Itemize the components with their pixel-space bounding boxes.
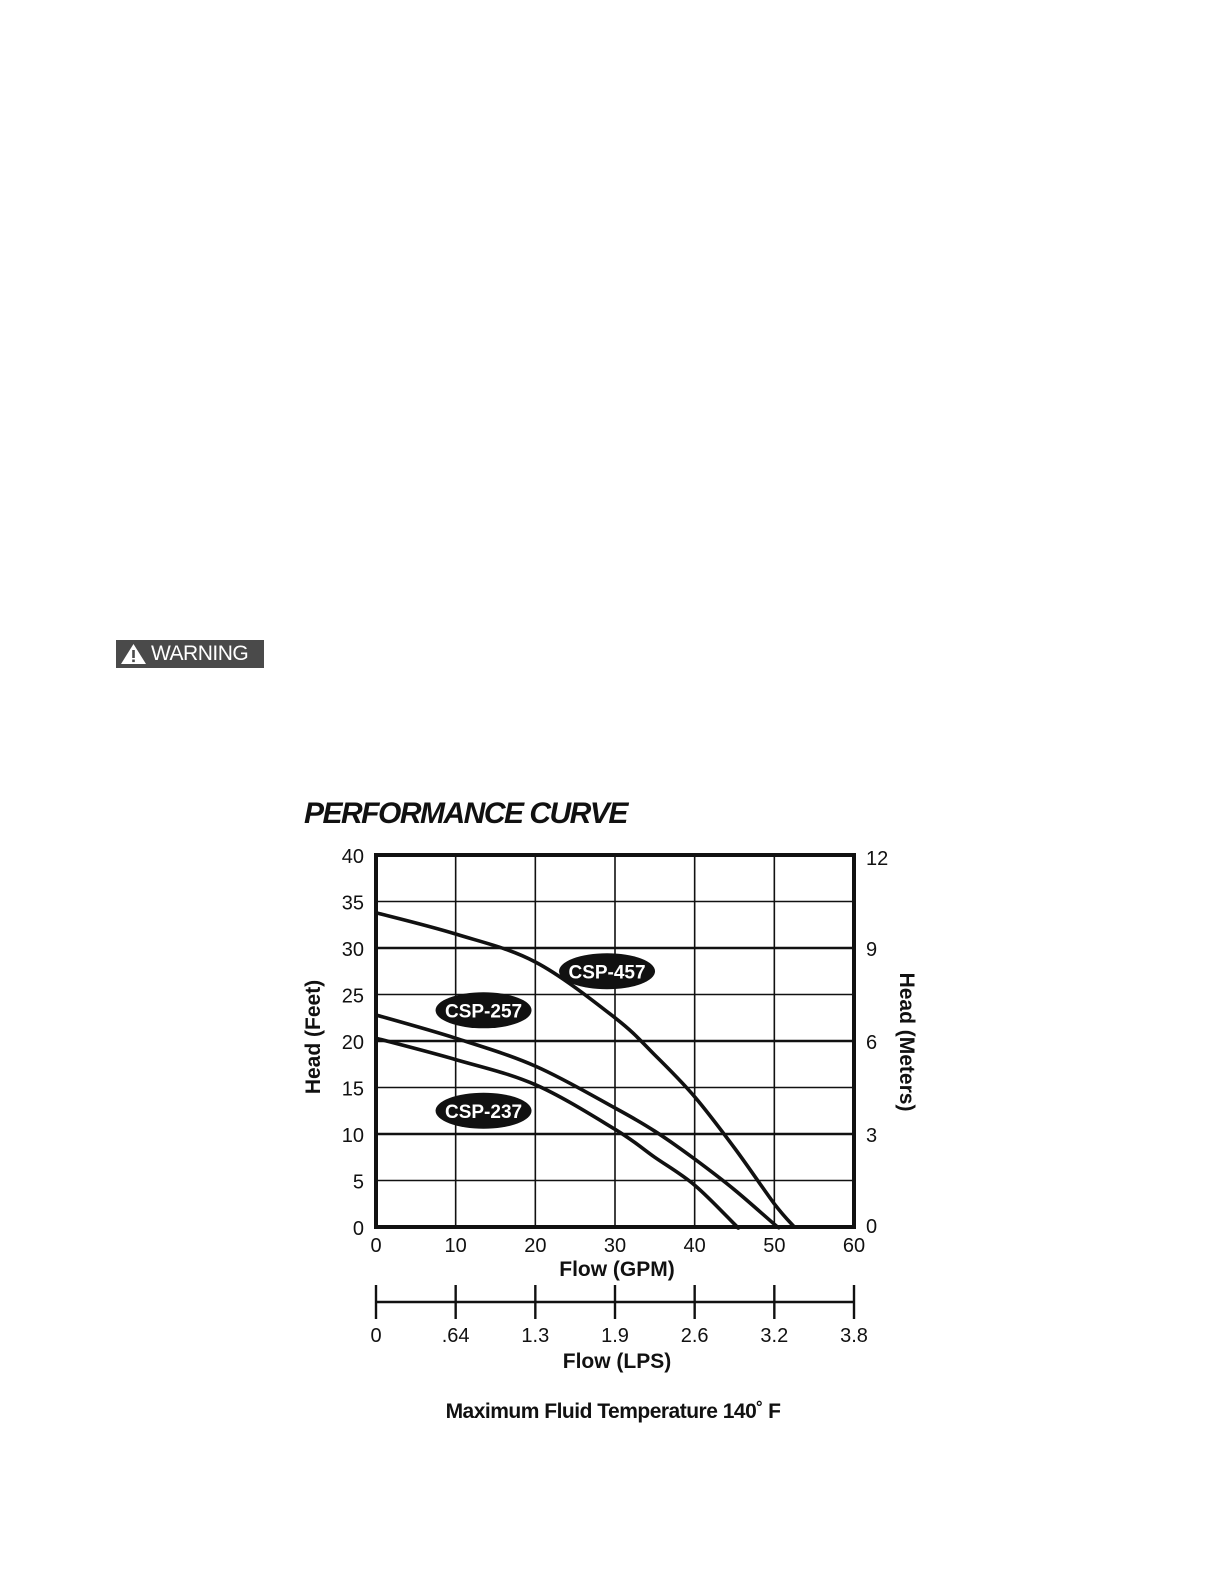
y2-tick-label: 9	[866, 939, 877, 961]
grid-layer	[375, 853, 855, 1229]
x-tick-label: 30	[604, 1235, 626, 1257]
x-tick-label: 0	[370, 1235, 381, 1257]
y2-tick-label: 12	[866, 848, 888, 870]
x-axis-label: Flow (GPM)	[559, 1258, 674, 1281]
series-line-csp-257	[374, 1013, 781, 1230]
series-label-oval-csp-237	[435, 1092, 532, 1129]
y2-tick-label: 3	[866, 1125, 877, 1147]
x-tick-label: 50	[763, 1235, 785, 1257]
y-tick-label: 25	[342, 986, 364, 1008]
warning-triangle-icon	[121, 644, 146, 664]
chart-footnote: Maximum Fluid Temperature 140˚ F	[446, 1400, 782, 1423]
y-axis-label: Head (Feet)	[302, 980, 325, 1094]
y-tick-label: 40	[342, 846, 364, 868]
y2-tick-labels: 0 3 6 9 12	[866, 848, 888, 1238]
lps-tick-label: 1.9	[601, 1325, 629, 1347]
x-tick-label: 40	[684, 1235, 706, 1257]
lps-tick-label: .64	[442, 1325, 470, 1347]
lps-tick-label: 0	[370, 1325, 381, 1347]
y2-tick-label: 6	[866, 1032, 877, 1054]
y-tick-label: 10	[342, 1125, 364, 1147]
lps-tick-label: 2.6	[681, 1325, 709, 1347]
y-tick-label: 20	[342, 1032, 364, 1054]
y2-axis-label: Head (Meters)	[895, 973, 918, 1112]
lps-tick-label: 3.8	[840, 1325, 868, 1347]
lps-tick-label: 3.2	[760, 1325, 788, 1347]
x-tick-label: 10	[445, 1235, 467, 1257]
chart-title: PERFORMANCE CURVE	[304, 797, 629, 830]
x2-axis-label: Flow (LPS)	[563, 1350, 672, 1373]
series-label-csp-257: CSP-257	[445, 1001, 522, 1022]
warning-badge: WARNING	[116, 640, 264, 668]
y-tick-label: 0	[353, 1218, 364, 1240]
lps-scale: 0 .64 1.3 1.9 2.6 3.2 3.8	[370, 1285, 868, 1347]
y-tick-label: 30	[342, 939, 364, 961]
series-label-csp-457: CSP-457	[568, 962, 645, 983]
y-tick-label: 15	[342, 1079, 364, 1101]
plot-frame	[374, 853, 856, 1229]
y-tick-label: 35	[342, 893, 364, 915]
series-label-layer: CSP-457 CSP-257 CSP-237	[435, 953, 656, 1129]
x-tick-label: 20	[524, 1235, 546, 1257]
y-tick-label: 5	[353, 1172, 364, 1194]
x-tick-labels: 0 10 20 30 40 50 60	[370, 1235, 865, 1257]
series-line-csp-237	[374, 1036, 741, 1230]
lps-tick-label: 1.3	[521, 1325, 549, 1347]
series-line-csp-457	[374, 910, 797, 1229]
x-tick-label: 60	[843, 1235, 865, 1257]
series-label-oval-csp-457	[559, 953, 656, 990]
y-tick-labels: 0 5 10 15 20 25 30 35 40	[342, 846, 364, 1240]
curve-layer	[374, 910, 797, 1230]
y2-tick-label: 0	[866, 1216, 877, 1238]
series-label-oval-csp-257	[435, 992, 532, 1029]
series-label-csp-237: CSP-237	[445, 1102, 522, 1123]
warning-label: WARNING	[151, 642, 249, 665]
